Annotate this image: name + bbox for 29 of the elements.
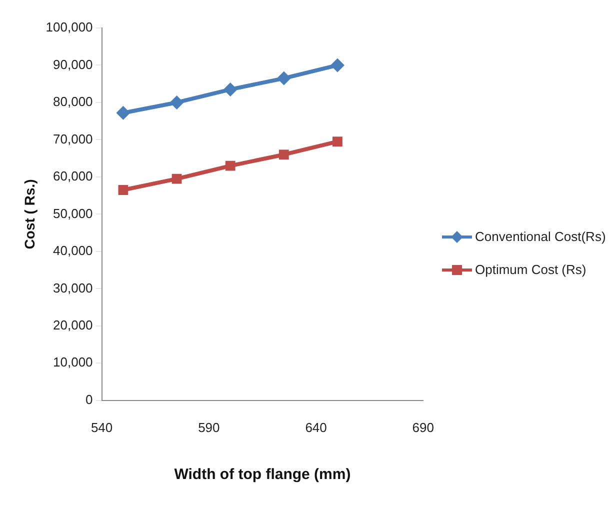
y-tick-label: 20,000 [53,318,93,332]
legend-label: Optimum Cost (Rs) [475,262,586,277]
y-tick-label: 0 [86,392,93,407]
x-axis-title: Width of top flange (mm) [174,466,351,484]
y-tick-label: 70,000 [53,131,93,146]
y-tick-label: 40,000 [53,243,93,258]
y-tick-label: 90,000 [53,56,93,72]
y-tick-label: 60,000 [53,168,93,184]
x-tick-label: 540 [90,420,113,435]
point [170,95,184,110]
y-tick-label: 100,000 [46,20,93,35]
y-tick-label: 30,000 [53,280,93,296]
x-tick-label: 640 [305,420,327,435]
y-axis-title: Cost ( Rs.) [21,179,38,250]
point [278,150,289,160]
point [332,136,342,147]
legend-label: Conventional Cost(Rs) [475,229,606,244]
y-tick-label: 10,000 [53,354,93,370]
point [223,82,238,96]
point [276,71,291,86]
point [116,106,130,120]
point [172,174,182,184]
x-tick-label: 690 [412,420,434,435]
y-tick-label: 50,000 [53,206,93,221]
point [225,160,236,171]
point [118,185,128,195]
point [330,58,344,72]
x-tick-label: 590 [198,420,220,435]
y-tick-label: 80,000 [53,94,93,110]
